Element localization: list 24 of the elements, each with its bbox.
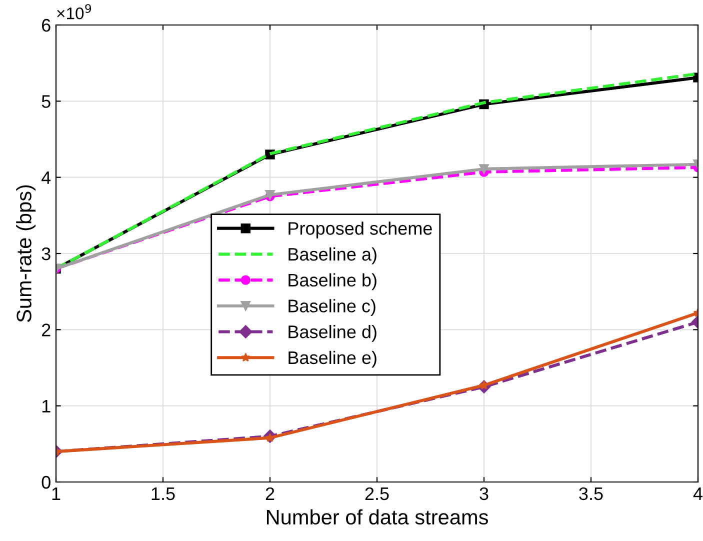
x-tick-label: 1.5 — [152, 488, 175, 500]
y-tick-label: 1 — [42, 400, 50, 412]
y-tick-label: 4 — [42, 171, 51, 184]
legend-label: Baseline c) — [288, 299, 376, 316]
x-tick-label: 2 — [266, 487, 274, 500]
legend-label: Baseline a) — [288, 247, 376, 264]
legend-label: Proposed scheme — [288, 222, 432, 238]
text: ×10$^{9}$ — [57, 4, 92, 20]
point — [479, 164, 489, 174]
y-tick-label: 0 — [42, 476, 50, 489]
x-tick-label: 3 — [480, 487, 488, 500]
x-tick-label: 1 — [52, 488, 60, 500]
legend-label: Baseline e) — [288, 350, 376, 368]
x-axis-title: Number of data streams — [266, 509, 488, 525]
y-tick-label: 2 — [42, 324, 50, 336]
legend-label: Baseline d) — [288, 325, 376, 342]
y-tick-label: 6 — [42, 18, 50, 32]
y-tick-label: 3 — [42, 247, 50, 260]
legend-label: Baseline b) — [288, 273, 376, 290]
y-tick-label: 5 — [42, 95, 50, 108]
y-axis-title: Sum-rate (bps) — [16, 185, 36, 322]
x-tick-label: 4 — [693, 488, 702, 500]
x-tick-label: 3.5 — [579, 487, 603, 500]
x-tick-label: 2.5 — [365, 487, 389, 500]
